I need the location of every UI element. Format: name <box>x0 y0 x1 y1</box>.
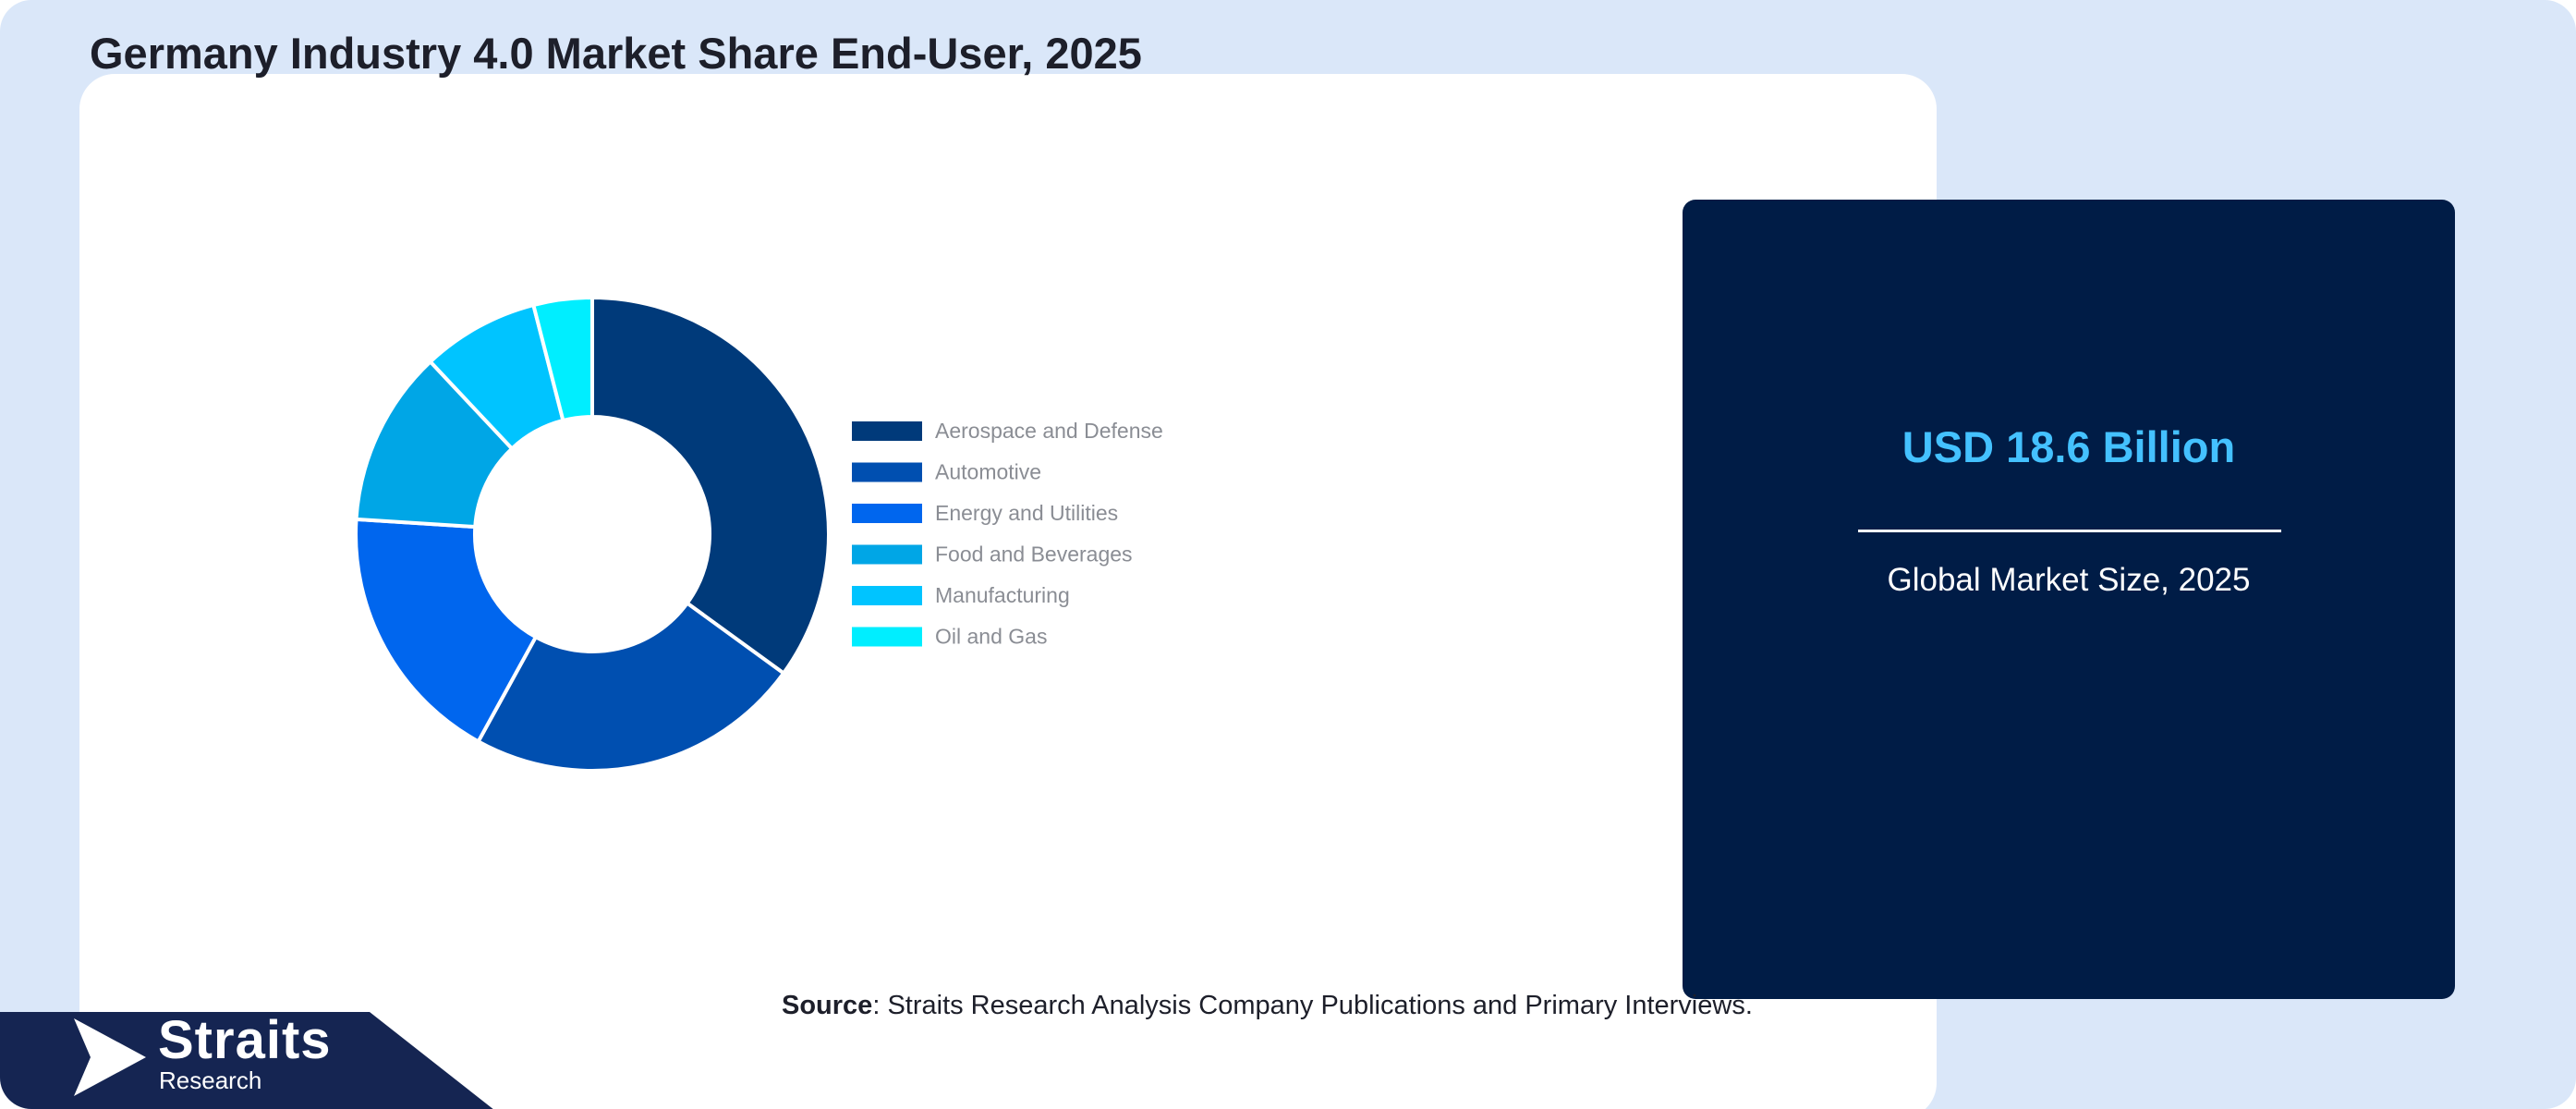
market-size-label: Global Market Size, 2025 <box>1887 562 2251 598</box>
donut-slice-1 <box>475 600 786 773</box>
donut-slice-2 <box>354 517 539 745</box>
brand-subtitle: Research <box>159 1066 262 1094</box>
donut-slice-0 <box>590 295 831 676</box>
legend-label-4: Manufacturing <box>935 583 1070 607</box>
legend-swatch-5 <box>852 627 922 647</box>
legend-label-3: Food and Beverages <box>935 542 1133 567</box>
source-note: Source: Straits Research Analysis Compan… <box>782 991 1753 1021</box>
legend-label-1: Automotive <box>935 460 1041 484</box>
brand-logo: Straits Research <box>74 1010 370 1098</box>
market-size-card: USD 18.6 Billion Global Market Size, 202… <box>1683 200 2455 999</box>
legend-swatch-1 <box>852 462 922 482</box>
card-divider <box>1858 530 2281 532</box>
legend-swatch-3 <box>852 544 922 565</box>
page-title: Germany Industry 4.0 Market Share End-Us… <box>90 29 1142 78</box>
donut-slices <box>354 295 831 773</box>
donut-slice-5 <box>530 295 594 423</box>
market-size-value: USD 18.6 Billion <box>1902 422 2236 471</box>
source-label: Source <box>782 991 873 1020</box>
chart-legend: Aerospace and Defense Automotive Energy an… <box>852 419 1163 649</box>
legend-label-0: Aerospace and Defense <box>935 419 1163 443</box>
source-text: : Straits Research Analysis Company Publ… <box>872 991 1753 1020</box>
legend-swatch-0 <box>852 421 922 441</box>
legend-swatch-4 <box>852 586 922 605</box>
brand-name: Straits <box>158 1010 332 1070</box>
legend-swatch-2 <box>852 504 922 523</box>
legend-label-2: Energy and Utilities <box>935 501 1118 525</box>
legend-label-5: Oil and Gas <box>935 625 1047 649</box>
straits-arrow-icon <box>74 1018 146 1096</box>
